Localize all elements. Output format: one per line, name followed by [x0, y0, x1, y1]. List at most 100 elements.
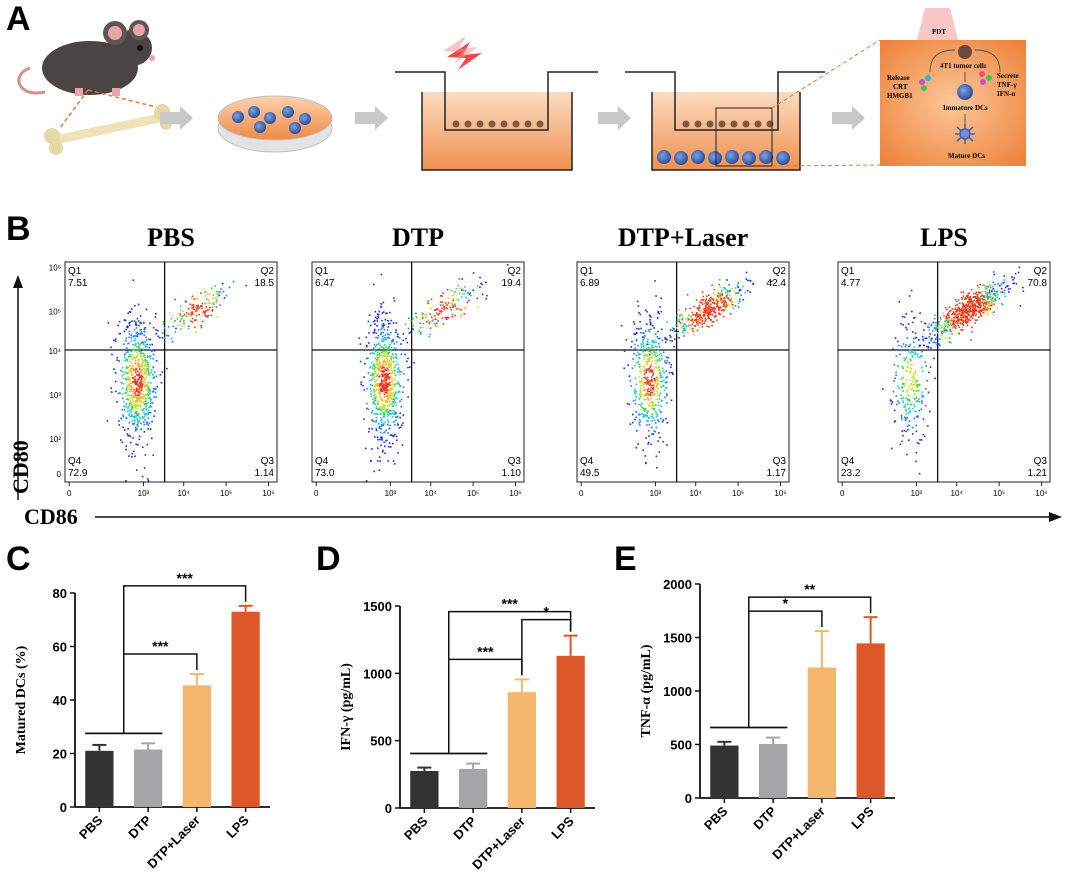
- flow-event-dot: [946, 308, 948, 311]
- flow-event-dot: [383, 405, 386, 408]
- flow-event-dot: [384, 385, 387, 387]
- flow-event-dot: [907, 399, 909, 401]
- flow-event-dot: [953, 323, 955, 326]
- flow-event-dot: [910, 383, 912, 386]
- flow-event-dot: [1003, 289, 1006, 292]
- panel-label-a: A: [6, 0, 31, 38]
- flow-event-dot: [129, 435, 132, 438]
- flow-event-dot: [387, 376, 390, 379]
- flow-event-dot: [137, 444, 139, 446]
- flow-event-dot: [390, 362, 393, 365]
- flow-event-dot: [204, 310, 207, 313]
- flow-event-dot: [388, 389, 391, 392]
- flow-event-dot: [649, 353, 651, 356]
- flow-event-dot: [638, 413, 640, 416]
- flow-event-dot: [910, 289, 913, 292]
- flow-event-dot: [982, 307, 985, 309]
- flow-event-dot: [921, 402, 923, 404]
- flow-event-dot: [701, 323, 704, 325]
- flow-event-dot: [903, 429, 906, 432]
- flow-event-dot: [421, 331, 423, 333]
- flow-event-dot: [382, 301, 385, 304]
- flow-event-dot: [952, 318, 954, 321]
- flow-event-dot: [436, 322, 438, 325]
- flow-event-dot: [965, 316, 968, 318]
- flow-event-dot: [929, 366, 932, 368]
- flow-event-dot: [681, 318, 683, 321]
- flow-event-dot: [712, 302, 714, 304]
- flow-event-dot: [974, 308, 977, 311]
- flow-event-dot: [902, 367, 904, 369]
- significance-stars: *: [544, 604, 550, 620]
- flow-event-dot: [379, 392, 381, 394]
- flow-event-dot: [719, 294, 721, 296]
- q2-value: 70.8: [1028, 278, 1048, 289]
- flow-event-dot: [380, 399, 383, 401]
- flow-event-dot: [189, 313, 191, 316]
- flow-event-dot: [143, 423, 146, 426]
- flow-event-dot: [140, 322, 142, 325]
- flow-event-dot: [666, 402, 668, 404]
- flow-event-dot: [130, 388, 132, 391]
- flow-event-dot: [652, 408, 655, 410]
- flow-plot-frame: [576, 261, 790, 483]
- flow-event-dot: [670, 366, 672, 369]
- flow-event-dot: [126, 367, 128, 369]
- flow-event-dot: [394, 398, 396, 401]
- flow-event-dot: [684, 329, 686, 332]
- flow-event-dot: [402, 391, 404, 393]
- flow-event-dot: [382, 367, 385, 369]
- flow-event-dot: [170, 317, 173, 320]
- release-label-3: HMGB1: [887, 92, 913, 100]
- flow-event-dot: [376, 436, 379, 439]
- flow-event-dot: [392, 383, 394, 385]
- flow-event-dot: [945, 324, 947, 327]
- flow-event-dot: [710, 296, 712, 299]
- flow-event-dot: [142, 389, 144, 392]
- flow-event-dot: [135, 356, 137, 359]
- flow-event-dot: [138, 365, 141, 368]
- flow-event-dot: [468, 299, 470, 302]
- flow-event-dot: [407, 366, 409, 369]
- flow-event-dot: [386, 348, 389, 350]
- flow-event-dot: [144, 370, 146, 372]
- flow-event-dot: [387, 326, 390, 328]
- flow-event-dot: [907, 366, 909, 369]
- flow-event-dot: [705, 303, 708, 305]
- flow-event-dot: [962, 320, 965, 323]
- flow-event-dot: [393, 413, 396, 415]
- mouse-illustration: [17, 20, 155, 96]
- flow-event-dot: [911, 387, 914, 389]
- flow-event-dot: [905, 369, 907, 372]
- flow-event-dot: [392, 398, 394, 400]
- flow-event-dot: [935, 329, 937, 331]
- flow-event-dot: [651, 346, 653, 348]
- flow-event-dot: [189, 315, 192, 318]
- flow-event-dot: [990, 299, 993, 302]
- flow-event-dot: [380, 378, 383, 381]
- flow-event-dot: [745, 278, 747, 280]
- flow-event-dot: [135, 323, 137, 326]
- flow-event-dot: [133, 450, 135, 453]
- flow-event-dot: [918, 409, 920, 412]
- flow-event-dot: [658, 369, 661, 371]
- flow-event-dot: [678, 337, 680, 339]
- flow-event-dot: [444, 304, 447, 307]
- flow-event-dot: [139, 321, 141, 324]
- flow-event-dot: [651, 365, 653, 367]
- flow-event-dot: [387, 460, 389, 462]
- flow-event-dot: [934, 377, 936, 380]
- flow-event-dot: [991, 311, 993, 314]
- flow-event-dot: [657, 349, 659, 351]
- flow-event-dot: [390, 446, 392, 448]
- flow-event-dot: [928, 326, 931, 329]
- flow-event-dot: [913, 417, 916, 420]
- flow-event-dot: [124, 353, 126, 355]
- flow-event-dot: [131, 406, 133, 409]
- flow-event-dot: [909, 358, 912, 361]
- secrete-label-3: IFN-α: [997, 90, 1015, 98]
- flow-event-dot: [395, 364, 397, 366]
- flow-event-dot: [666, 381, 668, 383]
- flow-event-dot: [106, 420, 109, 422]
- flow-event-dot: [955, 316, 958, 319]
